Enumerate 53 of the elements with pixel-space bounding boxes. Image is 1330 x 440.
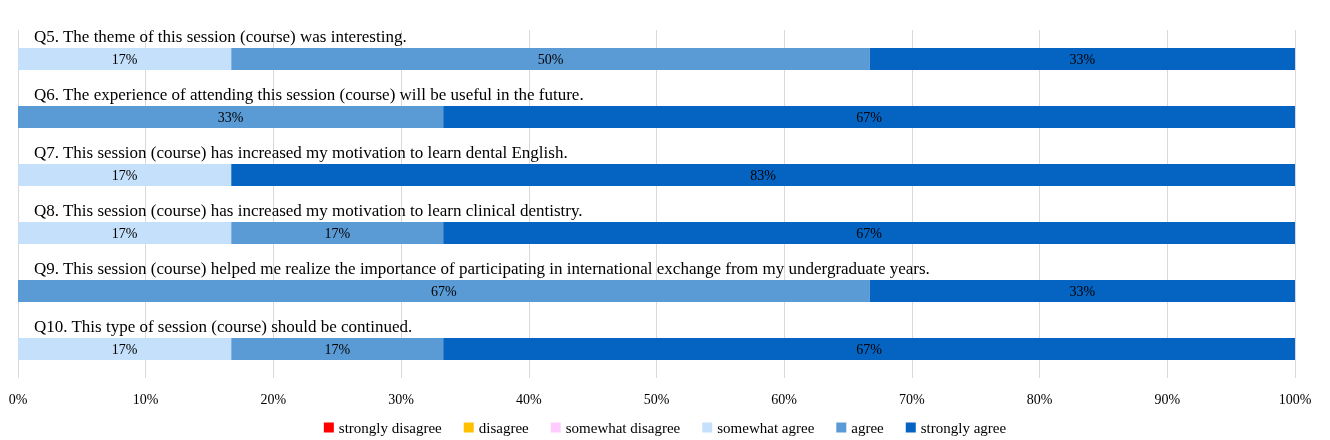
bar	[443, 338, 1295, 360]
data-label: 67%	[431, 283, 458, 299]
x-tick-label: 40%	[515, 391, 542, 407]
x-tick-label: 80%	[1026, 391, 1053, 407]
x-tick-label: 100%	[1278, 391, 1312, 407]
x-tick-label: 90%	[1154, 391, 1181, 407]
x-tick-label: 70%	[899, 391, 926, 407]
data-label: 83%	[750, 167, 777, 183]
x-tick-label: 50%	[643, 391, 670, 407]
bar	[231, 338, 444, 360]
bar	[18, 338, 232, 360]
data-label: 50%	[537, 51, 564, 67]
legend-label: somewhat agree	[717, 419, 815, 436]
data-label: 67%	[856, 109, 883, 125]
data-label: 67%	[856, 225, 883, 241]
bar	[18, 222, 232, 244]
y-tick-label: Q8. This session (course) has increased my motivation to learn clinical dentistry.	[34, 201, 583, 220]
data-label: 17%	[111, 167, 138, 183]
bar	[231, 164, 1295, 186]
bar	[231, 48, 870, 70]
data-label: 17%	[111, 225, 138, 241]
y-tick-label: Q5. The theme of this session (course) was interesting.	[34, 27, 407, 46]
legend-label: agree	[851, 419, 885, 436]
data-label: 17%	[324, 341, 351, 357]
y-tick-label: Q7. This session (course) has increased my motivation to learn dental English.	[34, 143, 568, 162]
legend-label: somewhat disagree	[565, 419, 681, 436]
bar	[18, 106, 444, 128]
bar	[869, 280, 1295, 302]
data-label: 33%	[217, 109, 244, 125]
legend-label: strongly disagree	[338, 419, 443, 436]
data-label: 33%	[1069, 283, 1096, 299]
legend-label: disagree	[478, 419, 530, 436]
x-tick-label: 60%	[771, 391, 798, 407]
legend-label: strongly agree	[920, 419, 1007, 436]
data-label: 33%	[1069, 51, 1096, 67]
x-tick-label: 0%	[8, 391, 28, 407]
x-tick-label: 20%	[260, 391, 287, 407]
y-tick-label: Q6. The experience of attending this session (course) will be useful in the future.	[34, 85, 584, 104]
bar	[18, 164, 232, 186]
bar	[18, 280, 870, 302]
y-tick-label: Q9. This session (course) helped me realize the importance of participating in international exchange from my undergraduate years.	[34, 259, 930, 278]
bar	[231, 222, 444, 244]
bar	[869, 48, 1295, 70]
data-label: 67%	[856, 341, 883, 357]
bar	[443, 222, 1295, 244]
bar	[443, 106, 1295, 128]
bar	[18, 48, 232, 70]
x-tick-label: 30%	[388, 391, 415, 407]
x-tick-label: 10%	[132, 391, 159, 407]
data-label: 17%	[324, 225, 351, 241]
data-label: 17%	[111, 51, 138, 67]
data-label: 17%	[111, 341, 138, 357]
y-tick-label: Q10. This type of session (course) should be continued.	[34, 317, 413, 336]
